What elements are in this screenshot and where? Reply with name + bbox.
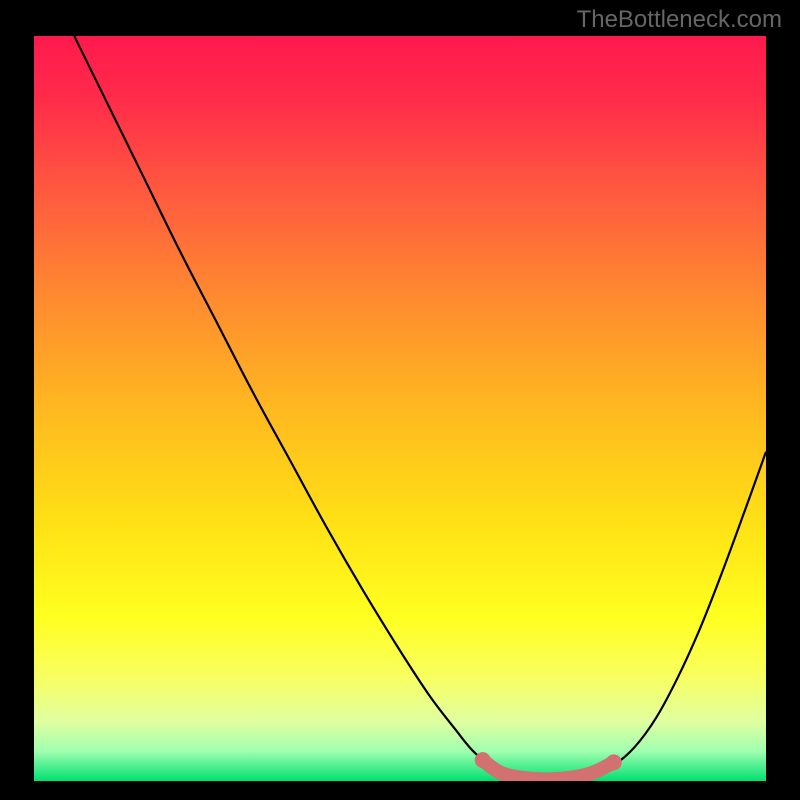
chart-container: TheBottleneck.com [0, 0, 800, 800]
plot-area [34, 36, 766, 781]
highlight-end-dot [606, 754, 622, 770]
curve-layer [34, 36, 766, 781]
optimal-range-highlight [483, 760, 614, 779]
bottleneck-curve [74, 36, 766, 780]
highlight-start-dot [475, 752, 491, 768]
watermark-text: TheBottleneck.com [577, 6, 782, 34]
